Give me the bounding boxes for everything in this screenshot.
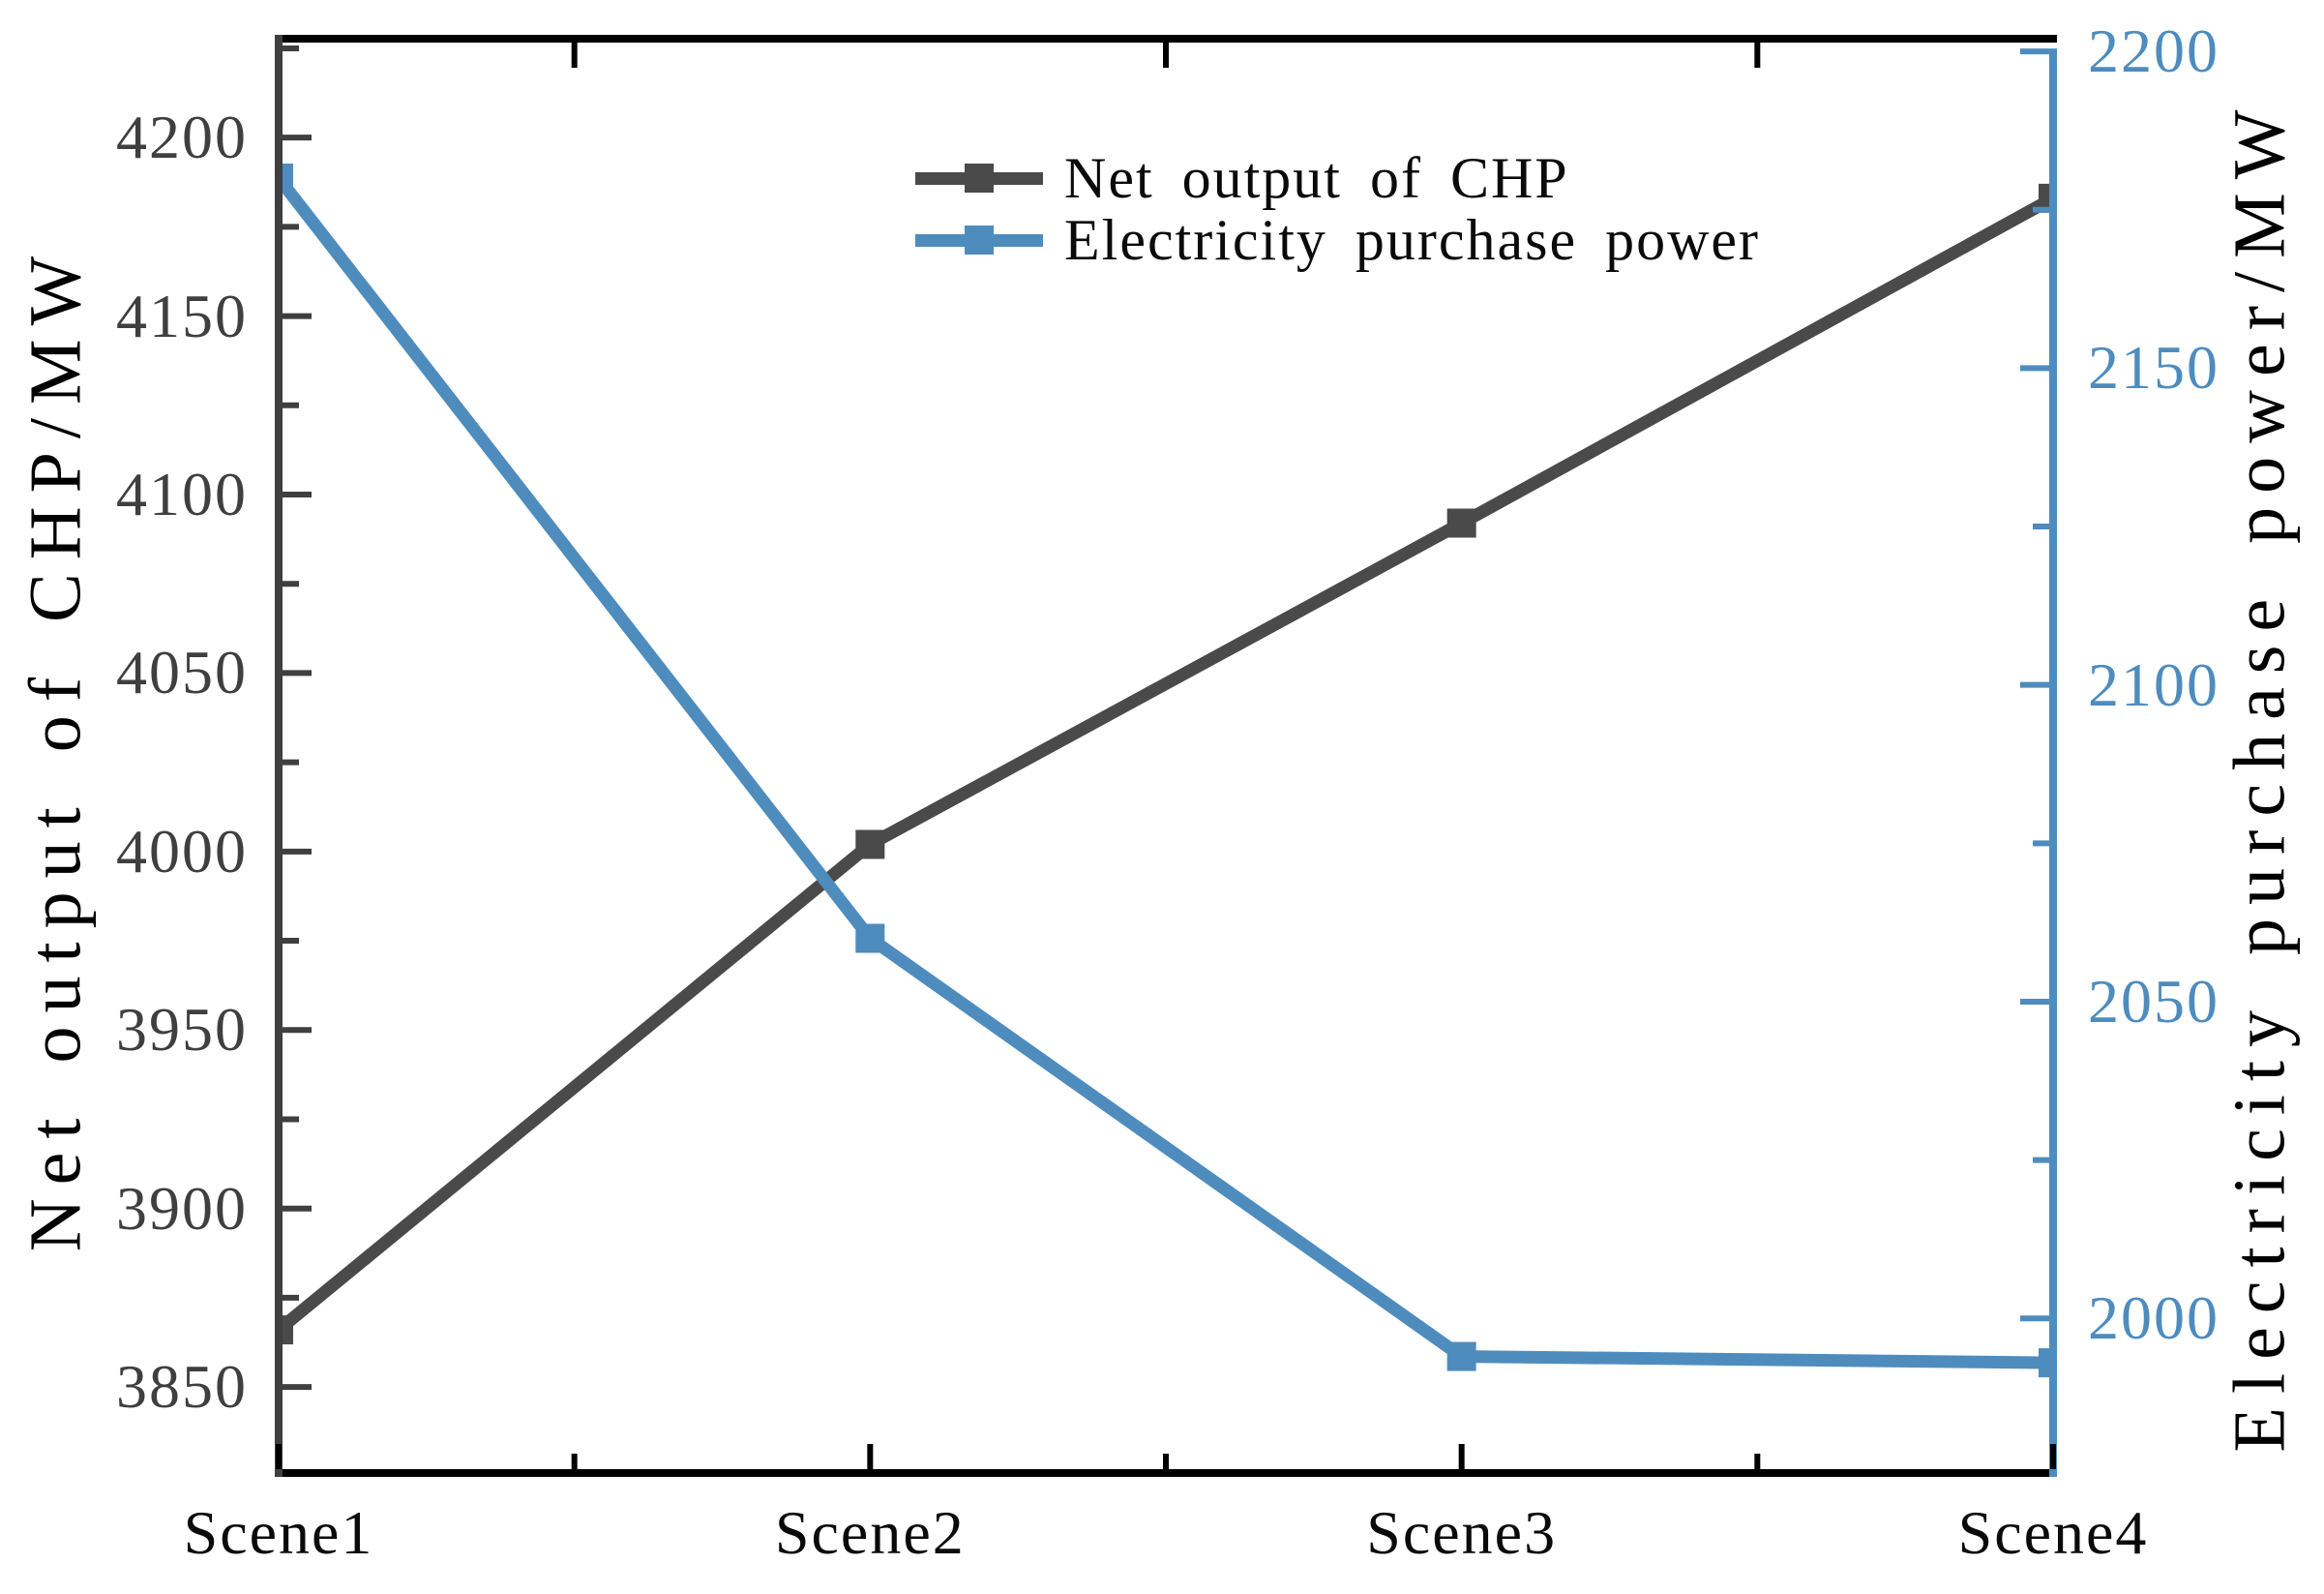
right-y-tick-label: 2100 <box>2088 649 2220 719</box>
data-point-marker <box>1446 1341 1476 1371</box>
left-y-tick-label: 4000 <box>116 816 248 886</box>
legend-square-marker-dark <box>965 163 994 193</box>
left-y-tick-label: 4200 <box>116 103 248 172</box>
legend-item-chp: Net output of CHP <box>915 145 1760 210</box>
left-y-tick-label: 3900 <box>116 1173 248 1243</box>
right-y-tick-label: 2050 <box>2088 966 2220 1036</box>
data-point-marker <box>855 829 885 859</box>
left-y-tick-label: 4150 <box>116 281 248 350</box>
legend-item-purchase: Electricity purchase power <box>915 207 1761 272</box>
legend-square-marker-blue <box>965 225 994 255</box>
x-tick-label: Scene2 <box>774 1498 966 1567</box>
right-y-tick-label: 2200 <box>2088 16 2220 86</box>
legend: Net output of CHP Electricity purchase p… <box>915 145 1761 272</box>
x-tick-label: Scene4 <box>1957 1498 2149 1567</box>
right-axis-title: Electricity purchase power/MW <box>2219 96 2301 1453</box>
legend-label-chp: Net output of CHP <box>1064 145 1569 210</box>
series-line-purchase <box>279 174 2053 1369</box>
legend-label-purchase: Electricity purchase power <box>1064 207 1761 272</box>
legend-line-sample-blue <box>915 225 1043 255</box>
legend-line-sample-dark <box>915 163 1043 193</box>
left-y-tick-label: 3850 <box>116 1352 248 1422</box>
right-y-tick-label: 2150 <box>2088 333 2220 403</box>
series-line-chp <box>279 193 2053 1336</box>
left-axis-title: Net output of CHP/MW <box>15 242 97 1252</box>
x-tick-label: Scene1 <box>183 1498 374 1567</box>
right-y-tick-label: 2000 <box>2088 1283 2220 1353</box>
x-tick-label: Scene3 <box>1366 1498 1558 1567</box>
left-y-tick-label: 4050 <box>116 638 248 707</box>
left-y-tick-label: 4100 <box>116 460 248 528</box>
data-point-marker <box>855 923 885 953</box>
data-point-marker <box>1446 508 1476 538</box>
left-y-tick-label: 3950 <box>116 995 248 1065</box>
